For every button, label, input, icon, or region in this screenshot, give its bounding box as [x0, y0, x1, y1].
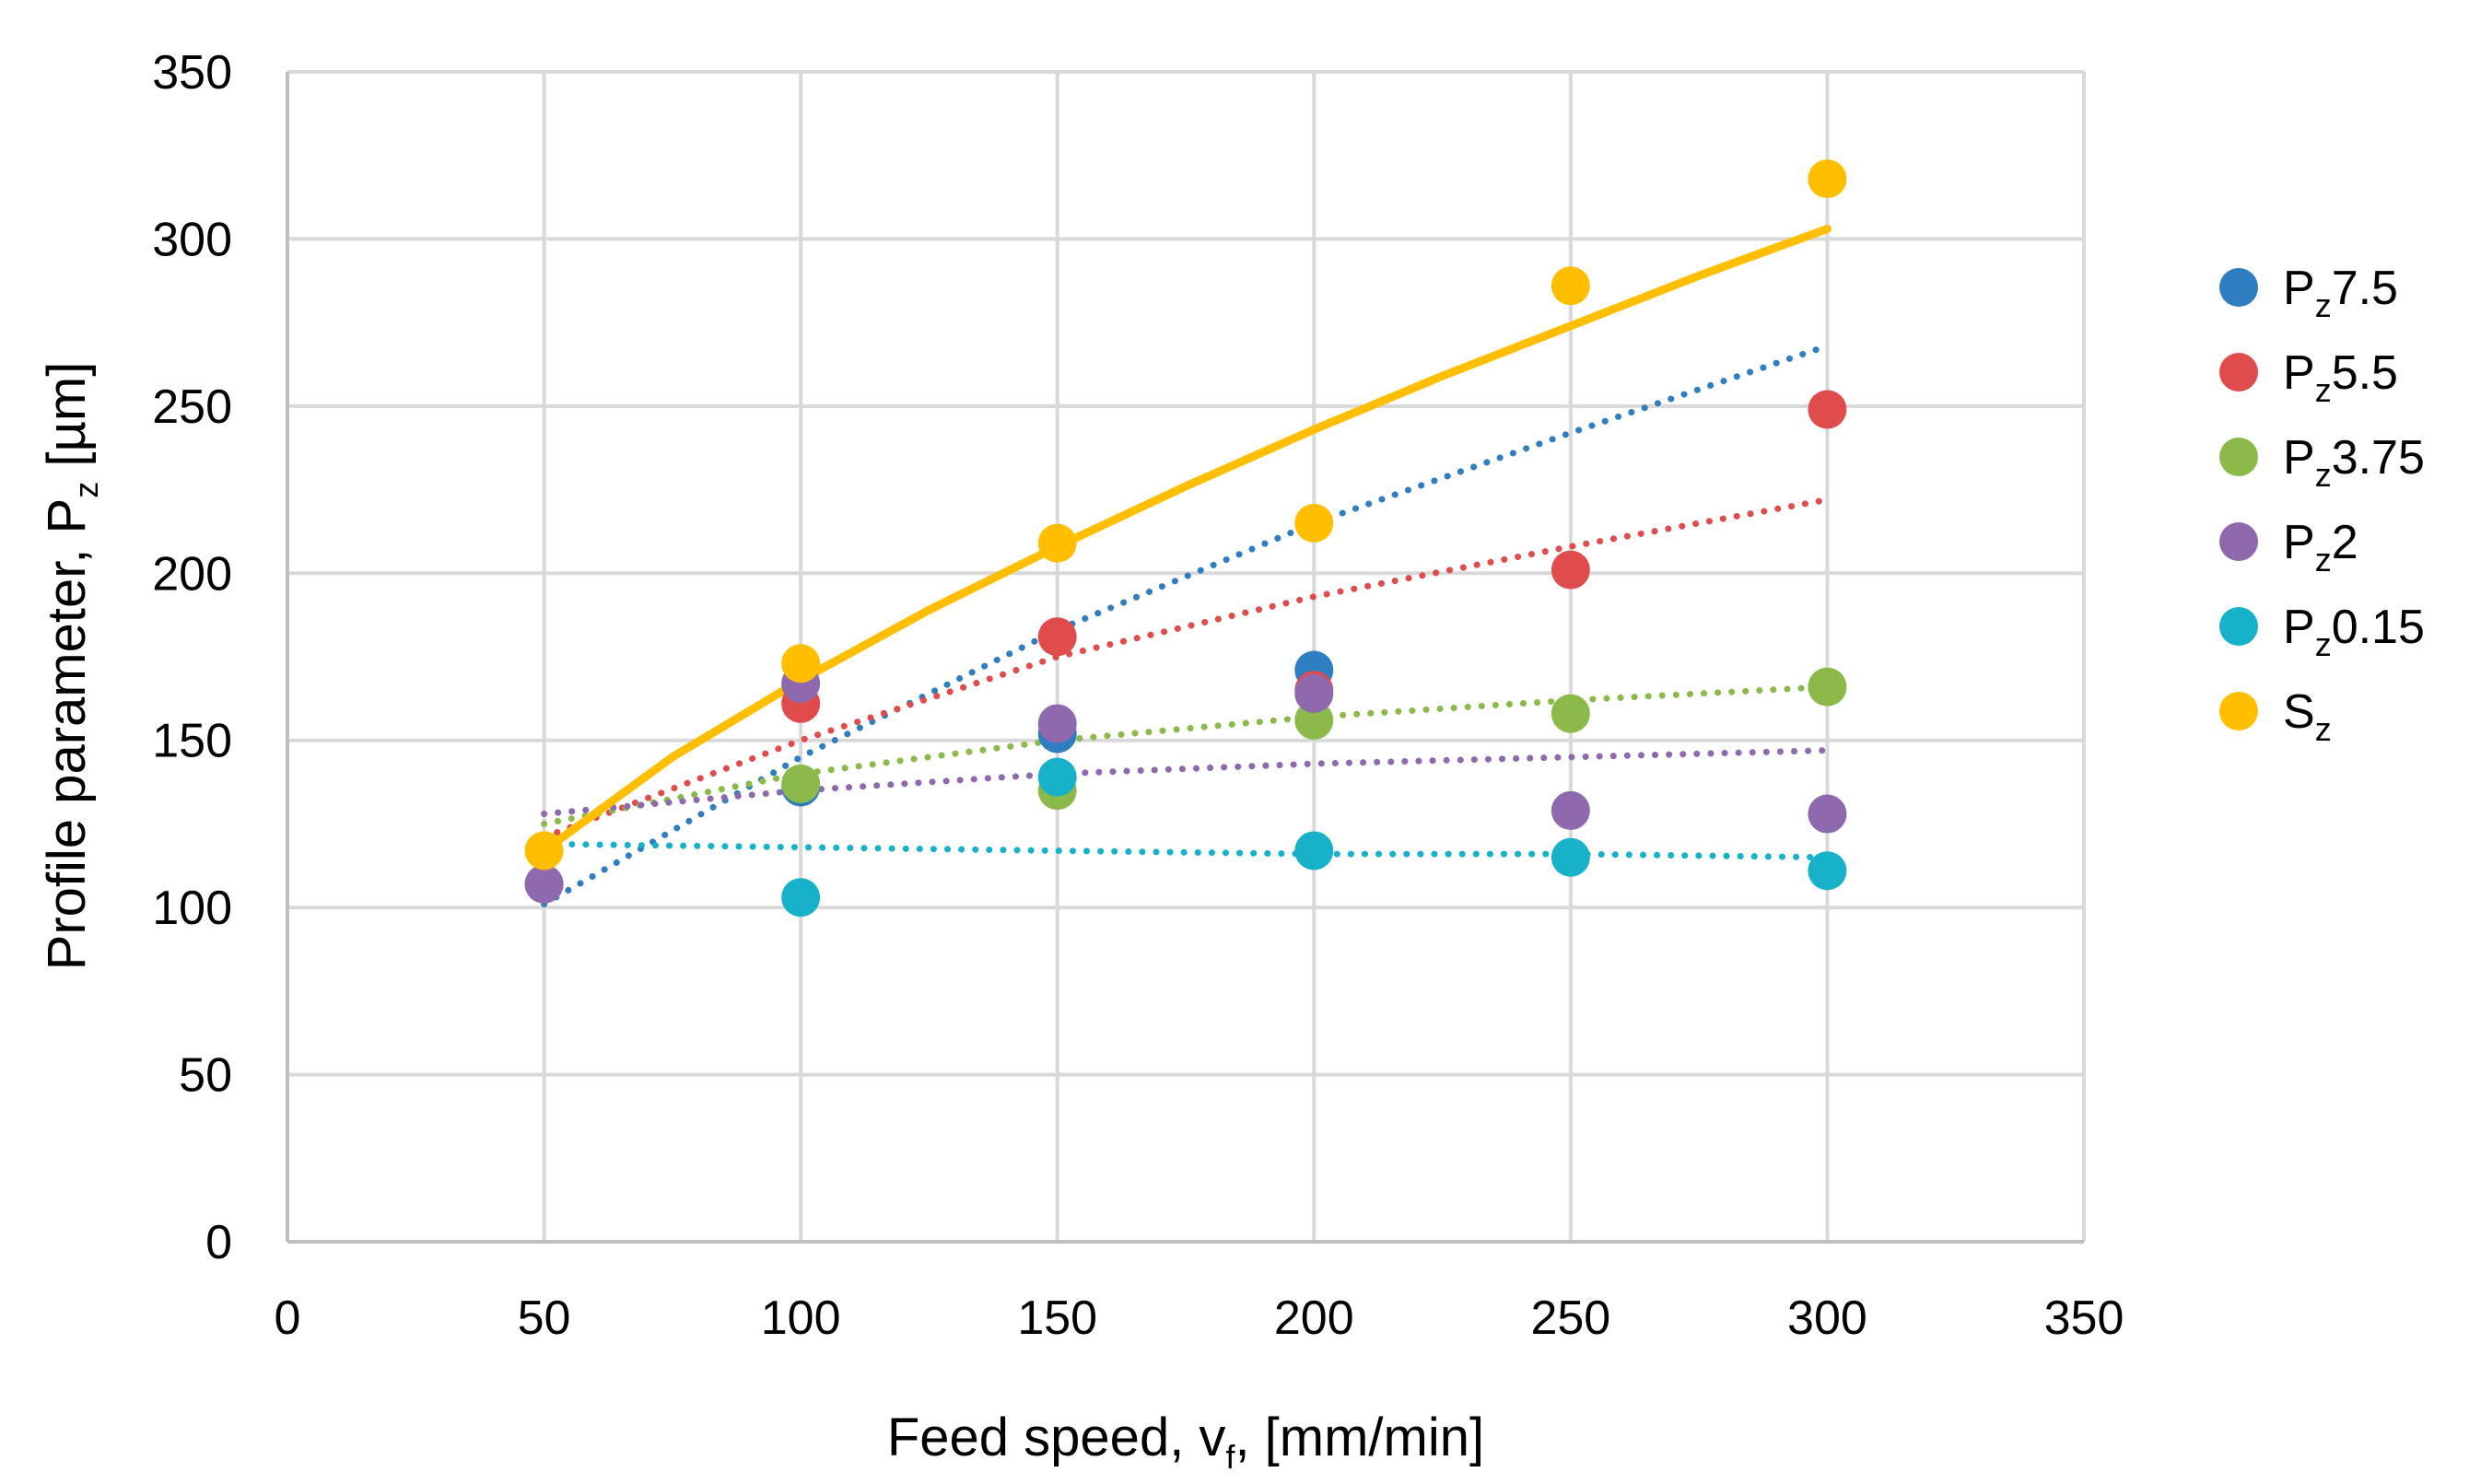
axes [286, 72, 2084, 1244]
point-Pz2 [1037, 704, 1077, 743]
legend-item-Pz5.5: Pz5.5 [2219, 346, 2398, 409]
x-tick-label: 300 [1787, 1291, 1867, 1345]
x-tick-label: 50 [518, 1291, 571, 1345]
y-tick-label: 300 [152, 213, 232, 266]
trendline-Pz2 [541, 747, 1831, 817]
point-Pz2 [1808, 794, 1847, 834]
point-Pz2 [1551, 790, 1590, 830]
point-Pz3.75 [781, 764, 821, 803]
point-Pz2 [1294, 673, 1334, 713]
legend-marker [2219, 353, 2258, 391]
y-tick-label: 50 [179, 1049, 232, 1103]
point-Pz0.15 [1037, 757, 1077, 797]
data-points [524, 159, 1847, 917]
x-tick-label: 150 [1017, 1291, 1097, 1345]
trendlines [540, 225, 1831, 907]
legend-item-Pz0.15: Pz0.15 [2219, 601, 2425, 663]
legend-item-Pz2: Pz2 [2219, 516, 2358, 578]
legend-marker [2219, 607, 2258, 646]
legend-item-Pz3.75: Pz3.75 [2219, 431, 2425, 494]
point-Sz [1294, 503, 1334, 543]
point-Pz5.5 [1551, 550, 1590, 590]
point-Sz [1037, 523, 1077, 563]
legend-marker [2219, 438, 2258, 476]
trendline-Sz [540, 225, 1831, 855]
point-Pz0.15 [1808, 851, 1847, 891]
y-tick-label: 250 [152, 380, 232, 434]
trendline-Pz0.15 [541, 840, 1831, 861]
axis-titles: Feed speed, vf, [mm/min] Profile paramete… [37, 362, 1484, 1476]
point-Pz5.5 [1808, 390, 1847, 429]
legend-marker [2219, 522, 2258, 561]
y-tick-label: 0 [205, 1216, 232, 1269]
trendline-Pz7.5 [541, 343, 1831, 907]
x-tick-label: 250 [1530, 1291, 1610, 1345]
legend-label: Sz [2283, 685, 2332, 748]
y-tick-label: 150 [152, 715, 232, 768]
x-tick-label: 350 [2044, 1291, 2124, 1345]
legend-label: Pz7.5 [2283, 262, 2398, 324]
point-Sz [781, 644, 821, 684]
point-Pz3.75 [1551, 694, 1590, 733]
trendline-Pz3.75 [541, 684, 1831, 827]
point-Pz0.15 [781, 878, 821, 917]
legend-marker [2219, 692, 2258, 730]
tick-labels: 0 50 100 150 200 250 300 350 0 50 100 150 200 250 300 3… [152, 46, 2124, 1345]
legend: Pz7.5 Pz5.5 Pz3.75 Pz2 Pz0.15 Sz [2219, 262, 2425, 748]
point-Pz0.15 [1294, 831, 1334, 871]
legend-label: Pz2 [2283, 516, 2358, 578]
point-Pz3.75 [1808, 667, 1847, 707]
point-Pz0.15 [1551, 837, 1590, 877]
point-Pz3.75 [1294, 700, 1334, 740]
x-tick-label: 0 [275, 1291, 301, 1345]
y-tick-label: 200 [152, 547, 232, 601]
y-tick-label: 350 [152, 46, 232, 99]
legend-marker [2219, 268, 2258, 307]
point-Pz5.5 [1037, 617, 1077, 657]
legend-label: Pz5.5 [2283, 346, 2398, 409]
point-Pz2 [524, 864, 564, 904]
legend-label: Pz3.75 [2283, 431, 2425, 494]
x-tick-label: 200 [1274, 1291, 1354, 1345]
legend-label: Pz0.15 [2283, 601, 2425, 663]
y-axis-title: Profile parameter, Pz [µm] [37, 362, 105, 971]
x-axis-title: Feed speed, vf, [mm/min] [887, 1408, 1484, 1476]
legend-item-Pz7.5: Pz7.5 [2219, 262, 2398, 324]
grid [287, 70, 2086, 1242]
x-tick-label: 100 [761, 1291, 841, 1345]
point-Sz [1551, 266, 1590, 306]
point-Sz [1808, 159, 1847, 199]
trendline-Pz5.5 [541, 497, 1831, 841]
legend-item-Sz: Sz [2219, 685, 2332, 748]
y-tick-label: 100 [152, 882, 232, 935]
point-Sz [524, 831, 564, 871]
